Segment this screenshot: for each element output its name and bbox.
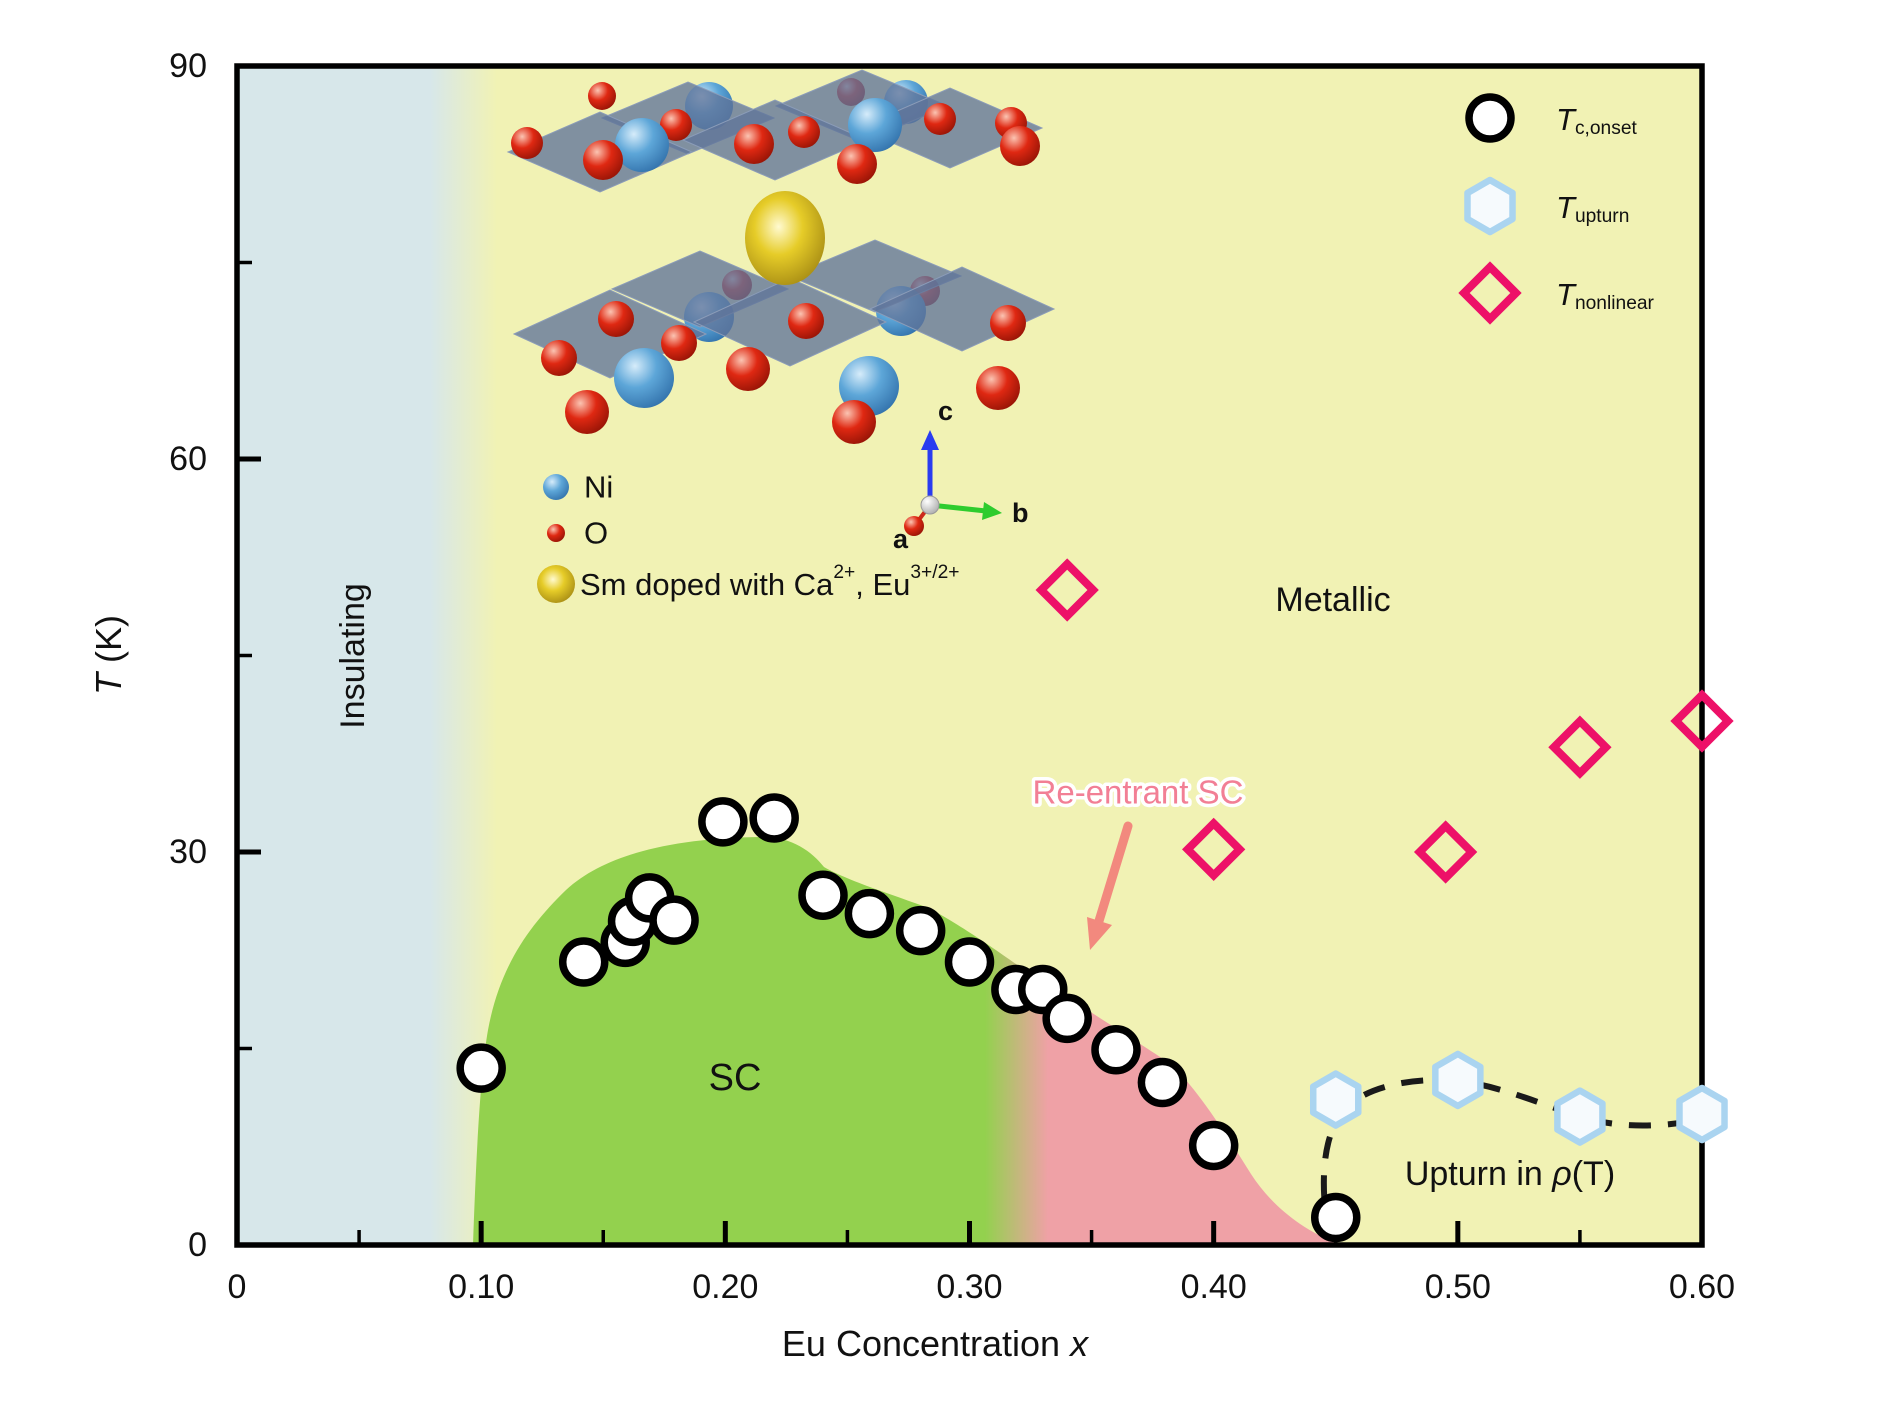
samarium-legend-label: Sm doped with Ca2+, Eu3+/2+ <box>580 562 960 602</box>
t-c-onset-marker <box>558 937 609 987</box>
t-c-onset-marker <box>1188 1120 1239 1171</box>
a-axis-ball-icon <box>904 516 924 536</box>
t-c-onset-marker <box>944 937 995 987</box>
oxygen-atom <box>788 116 820 148</box>
oxygen-atom <box>976 366 1020 410</box>
gizmo-origin-icon <box>920 495 940 515</box>
oxygen-atom <box>541 340 577 376</box>
axis-tick-labels: 0 0.10 0.20 0.30 0.40 0.50 0.60 0 30 60 90 <box>169 47 1735 1306</box>
c-axis-label: c <box>938 396 953 426</box>
t-upturn-marker <box>1676 1084 1728 1144</box>
x-axis-title: Eu Concentration x <box>782 1323 1090 1364</box>
t-nonlinear-marker <box>1035 558 1099 622</box>
x-tick-label: 0 <box>228 1268 247 1306</box>
metallic-label: Metallic <box>1275 581 1390 619</box>
t-nonlinear-marker <box>1670 689 1734 753</box>
oxygen-atom <box>661 325 697 361</box>
legend-circle-icon <box>1465 93 1515 143</box>
y-tick-label: 0 <box>188 1226 207 1264</box>
oxygen-atom <box>788 303 824 339</box>
t-nonlinear-marker <box>1413 820 1478 884</box>
t-upturn-marker <box>1309 1070 1362 1129</box>
t-nonlinear-marker <box>1182 817 1246 882</box>
crystal-structure-inset: Ni O Sm doped with Ca2+, Eu3+/2+ c b a <box>506 69 1056 603</box>
nio2-bottom-layer <box>512 239 1056 444</box>
axis-ticks <box>234 63 1705 1248</box>
legend-diamond-icon <box>1458 261 1522 325</box>
reentrant-sc-label: Re-entrant SC <box>1033 774 1244 811</box>
x-tick-label: 0.30 <box>936 1268 1002 1306</box>
nickel-atom <box>615 118 669 172</box>
t-c-onset-marker <box>844 888 895 939</box>
t-nonlinear-marker <box>1548 715 1612 779</box>
y-axis-title: T (K) <box>88 615 129 695</box>
legend-label: Tc,onset <box>1556 102 1638 139</box>
t-c-onset-marker <box>895 905 946 956</box>
t-c-onset-marker <box>649 895 699 945</box>
reentrant-arrow-icon <box>1087 821 1133 950</box>
oxygen-atom <box>734 124 774 164</box>
nickel-atom <box>848 98 902 152</box>
crystal-axes-gizmo: c b a <box>893 396 1029 554</box>
oxygen-atom <box>832 400 876 444</box>
y-tick-label: 30 <box>169 833 207 871</box>
x-tick-label: 0.50 <box>1425 1268 1491 1306</box>
t-c-onset-marker <box>456 1043 506 1093</box>
nickel-atom <box>614 348 674 408</box>
y-tick-label: 60 <box>169 440 207 478</box>
plot-legend: Tc,onset Tupturn Tnonlinear <box>1458 93 1655 325</box>
samarium-legend-icon <box>537 565 575 603</box>
nickel-legend-label: Ni <box>584 470 613 505</box>
t-c-onset-marker <box>698 797 748 847</box>
nio2-top-layer <box>506 69 1044 193</box>
x-tick-label: 0.10 <box>448 1268 514 1306</box>
oxygen-atom <box>726 347 770 391</box>
oxygen-legend-icon <box>547 524 565 542</box>
oxygen-atom <box>588 82 616 110</box>
x-tick-label: 0.60 <box>1669 1268 1735 1306</box>
x-tick-label: 0.40 <box>1181 1268 1247 1306</box>
oxygen-atom <box>565 390 609 434</box>
sc-dome-region <box>473 837 1342 1245</box>
t-c-onset-marker <box>749 793 799 843</box>
t-c-onset-marker <box>798 870 848 920</box>
x-tick-label: 0.20 <box>692 1268 758 1306</box>
oxygen-atom <box>511 127 543 159</box>
insulating-region <box>237 66 499 1245</box>
oxygen-atom <box>1000 126 1040 166</box>
t-upturn-marker <box>1554 1087 1606 1146</box>
t-upturn-marker <box>1432 1050 1484 1110</box>
sc-label: SC <box>709 1057 762 1099</box>
c-axis-arrowhead-icon <box>921 430 939 450</box>
y-tick-label: 90 <box>169 47 207 85</box>
oxygen-atom <box>990 305 1026 341</box>
b-axis-arrowhead-icon <box>982 502 1002 520</box>
nickel-legend-icon <box>543 474 569 500</box>
legend-hexagon-icon <box>1464 176 1516 236</box>
t-c-onset-marker <box>1137 1057 1188 1108</box>
oxygen-atom <box>598 301 634 337</box>
a-axis-label: a <box>893 524 909 554</box>
oxygen-atom <box>660 109 692 141</box>
insulating-label: Insulating <box>334 583 372 729</box>
oxygen-atom <box>924 103 956 135</box>
b-axis-label: b <box>1012 498 1029 528</box>
t-c-onset-marker <box>1091 1025 1141 1075</box>
legend-label: Tnonlinear <box>1556 277 1655 314</box>
t-c-onset-marker <box>1311 1192 1361 1243</box>
legend-label: Tupturn <box>1556 190 1629 227</box>
oxygen-atom <box>837 144 877 184</box>
samarium-atom <box>745 191 825 285</box>
atom-legend: Ni O Sm doped with Ca2+, Eu3+/2+ <box>537 470 960 603</box>
t-c-onset-marker <box>1042 993 1092 1044</box>
oxygen-atom <box>583 140 623 180</box>
upturn-label: Upturn in ρ(T) <box>1405 1155 1615 1193</box>
data-markers <box>456 558 1734 1243</box>
oxygen-legend-label: O <box>584 516 608 551</box>
